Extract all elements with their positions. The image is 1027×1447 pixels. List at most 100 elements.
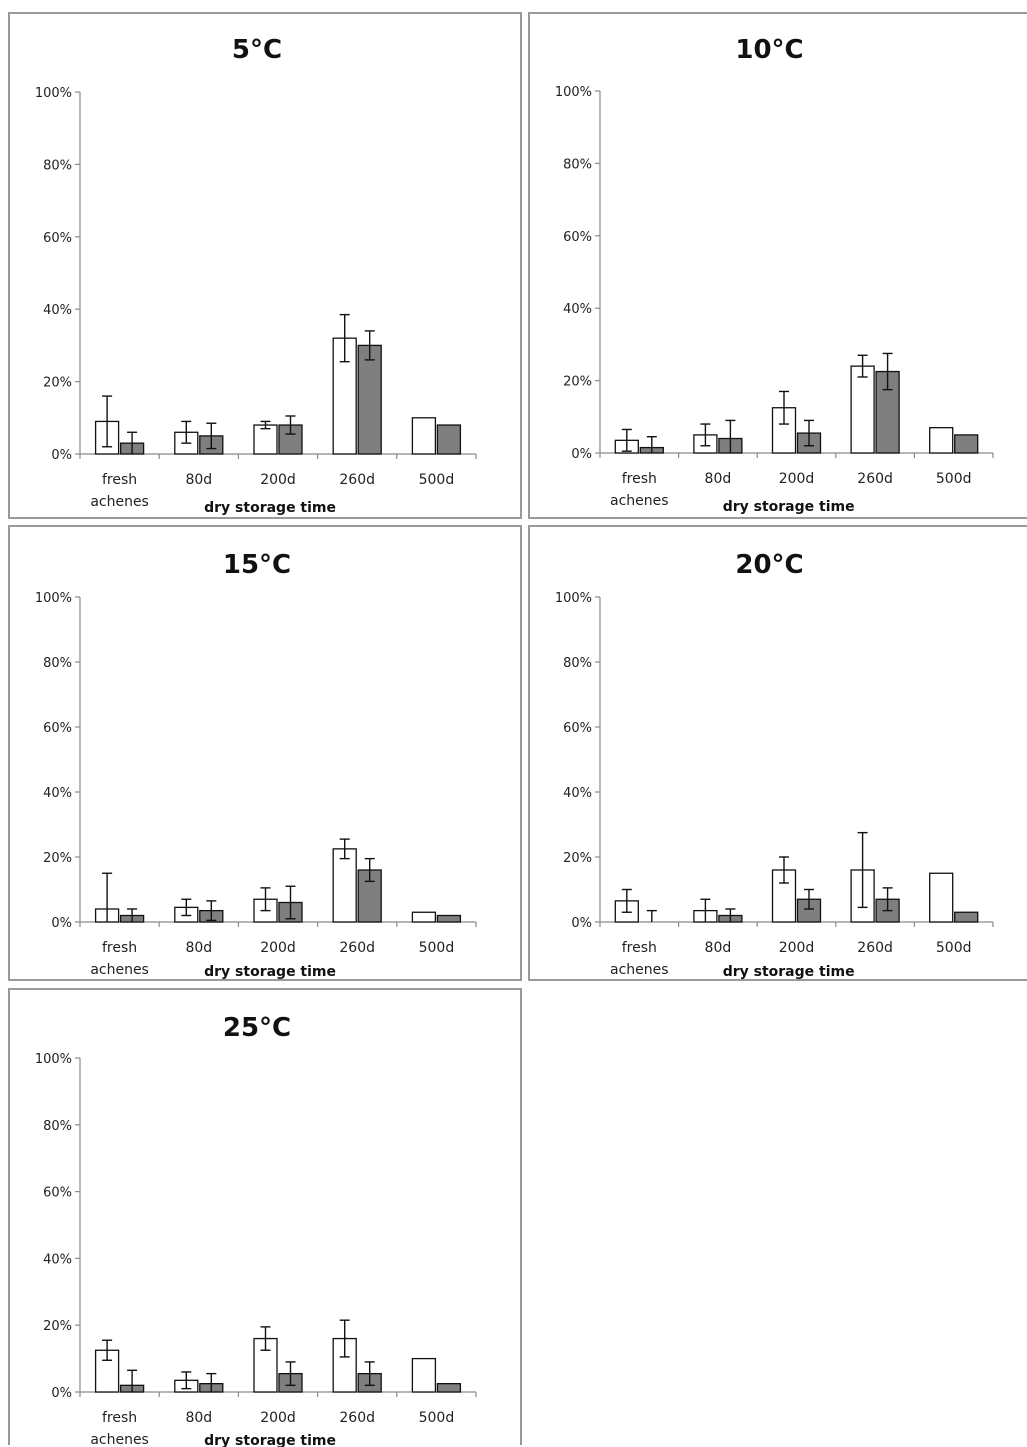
bar	[436, 424, 462, 455]
error-bar	[621, 888, 632, 913]
error-bar	[857, 354, 868, 378]
x-tick-label: 80d	[705, 471, 732, 487]
bar	[411, 417, 437, 455]
y-tick-label: 60%	[563, 230, 592, 245]
y-tick-label: 80%	[43, 656, 72, 671]
error-bar	[364, 330, 375, 361]
x-axis-title: dry storage time	[204, 1433, 336, 1447]
y-tick-label: 40%	[563, 786, 592, 801]
chart-title: 25°C	[223, 1013, 291, 1043]
error-bar	[700, 898, 711, 922]
y-tick-label: 20%	[43, 376, 72, 391]
chart-svg: 10°C 0% 20% 40% 60% 80% 100% fresh achenes 80d 200…	[555, 35, 994, 515]
y-tick-label: 20%	[563, 375, 592, 390]
chart-panel-5c: 5°C 0% 20% 40% 60% 80% 100% fresh achenes 80d 200d…	[8, 12, 522, 519]
chart-panel-20c: 20°C 0% 20% 40% 60% 80% 100% fresh achenes 80d 200…	[528, 525, 1027, 981]
y-tick-label: 0%	[51, 448, 72, 463]
x-tick-label: 260d	[857, 471, 893, 487]
y-tick-label: 0%	[51, 1386, 72, 1401]
y-tick-label: 60%	[43, 231, 72, 246]
x-tick-label: achenes	[610, 962, 669, 978]
error-bar	[857, 831, 868, 909]
x-tick-label: 80d	[185, 472, 212, 488]
y-tick-label: 80%	[43, 158, 72, 173]
error-bar	[285, 415, 296, 435]
error-bar	[206, 422, 217, 450]
chart-title: 15°C	[223, 550, 291, 580]
bar	[357, 344, 382, 455]
x-tick-label: 260d	[339, 940, 375, 956]
chart-panel-25c: 25°C 0% 20% 40% 60% 80% 100% fresh achenes 80d 200…	[8, 988, 522, 1447]
y-tick-label: 100%	[35, 86, 72, 101]
chart-svg: 25°C 0% 20% 40% 60% 80% 100% fresh achenes 80d 200…	[35, 1013, 477, 1447]
y-tick-label: 0%	[51, 916, 72, 931]
x-tick-label: 500d	[419, 472, 455, 488]
error-bar	[206, 900, 217, 922]
error-bar	[260, 887, 271, 912]
y-tick-label: 40%	[43, 786, 72, 801]
error-bar	[181, 420, 192, 444]
y-tick-label: 60%	[43, 1186, 72, 1201]
error-bar	[725, 419, 736, 453]
x-tick-label: fresh	[102, 940, 137, 956]
y-tick-label: 80%	[563, 656, 592, 671]
error-bar	[127, 1369, 138, 1392]
chart-svg: 5°C 0% 20% 40% 60% 80% 100% fresh achenes 80d 200d…	[35, 35, 477, 516]
y-tick-label: 60%	[563, 721, 592, 736]
error-bar	[260, 1326, 271, 1351]
error-bar	[127, 908, 138, 922]
error-bar	[804, 888, 814, 910]
chart-panel-10c: 10°C 0% 20% 40% 60% 80% 100% fresh achenes 80d 200…	[528, 12, 1027, 519]
y-tick-label: 0%	[571, 447, 592, 462]
y-tick-label: 20%	[43, 851, 72, 866]
error-bar	[285, 1361, 296, 1387]
bar	[411, 911, 437, 923]
x-tick-label: achenes	[90, 962, 149, 978]
x-tick-label: 260d	[339, 472, 375, 488]
error-bar	[127, 431, 138, 454]
x-axis-title: dry storage time	[204, 500, 336, 516]
x-tick-label: 80d	[705, 940, 732, 956]
x-tick-label: 200d	[260, 472, 296, 488]
x-tick-label: 260d	[857, 940, 893, 956]
bar	[411, 1357, 437, 1393]
bar	[436, 914, 462, 923]
error-bar	[339, 1319, 350, 1358]
y-tick-label: 80%	[563, 157, 592, 172]
y-tick-label: 80%	[43, 1119, 72, 1134]
x-tick-label: 200d	[779, 471, 815, 487]
x-tick-label: achenes	[90, 494, 149, 510]
x-tick-label: fresh	[102, 1410, 137, 1426]
x-tick-label: 80d	[185, 940, 212, 956]
x-tick-label: 260d	[339, 1410, 375, 1426]
y-tick-label: 40%	[43, 1252, 72, 1267]
chart-title: 20°C	[735, 550, 803, 580]
bar	[332, 848, 357, 923]
bar	[253, 424, 278, 455]
bar	[954, 434, 979, 454]
y-tick-label: 100%	[35, 591, 72, 606]
x-tick-label: 500d	[936, 940, 972, 956]
chart-panel-15c: 15°C 0% 20% 40% 60% 80% 100% fresh achenes 80d 200…	[8, 525, 522, 981]
bar	[929, 427, 954, 454]
x-tick-label: fresh	[102, 472, 137, 488]
error-bar	[779, 856, 789, 884]
x-tick-label: 80d	[185, 1410, 212, 1426]
y-tick-label: 40%	[563, 302, 592, 317]
y-tick-label: 60%	[43, 721, 72, 736]
error-bar	[779, 390, 789, 425]
error-bar	[181, 1371, 192, 1390]
bar	[436, 1382, 462, 1393]
x-axis-title: dry storage time	[723, 964, 855, 980]
error-bar	[102, 872, 113, 922]
y-tick-label: 20%	[43, 1319, 72, 1334]
x-tick-label: 200d	[260, 940, 296, 956]
error-bar	[181, 898, 192, 917]
y-tick-label: 100%	[35, 1052, 72, 1067]
chart-svg: 15°C 0% 20% 40% 60% 80% 100% fresh achenes 80d 200…	[35, 550, 477, 980]
error-bar	[882, 887, 893, 912]
error-bar	[882, 352, 893, 391]
chart-svg: 20°C 0% 20% 40% 60% 80% 100% fresh achenes 80d 200…	[555, 550, 994, 980]
error-bar	[364, 857, 375, 883]
x-tick-label: 200d	[779, 940, 815, 956]
